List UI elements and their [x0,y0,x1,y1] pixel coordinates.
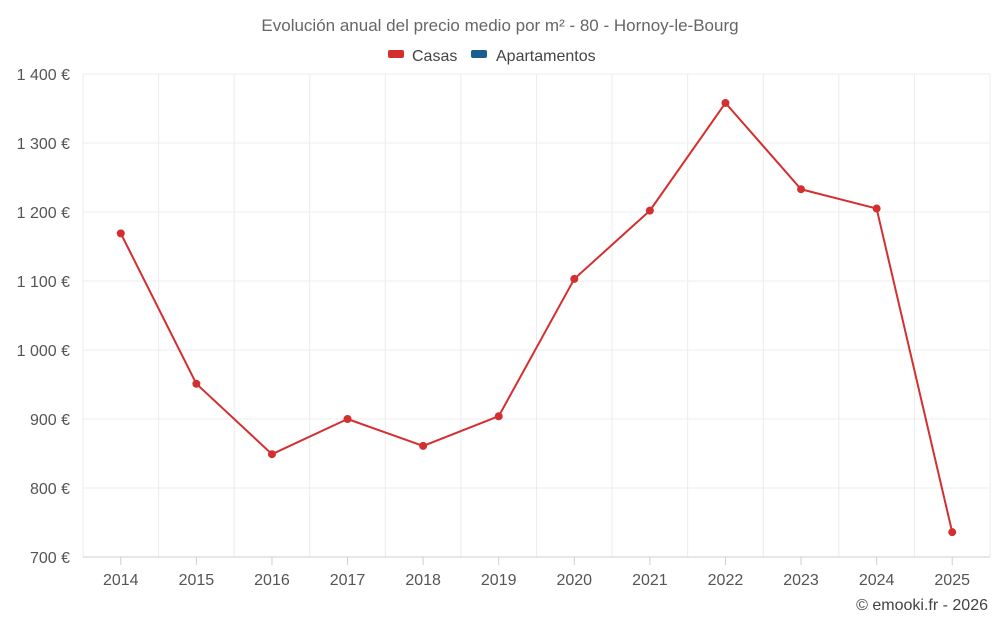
data-point-casas-2019[interactable] [494,412,503,421]
x-tick-label: 2019 [481,572,517,589]
credit-text: © emooki.fr - 2026 [856,597,988,614]
legend-swatch-casas [388,50,404,58]
data-point-casas-2025[interactable] [948,528,957,537]
x-tick-label: 2018 [405,572,441,589]
y-tick-label: 1 300 € [17,136,70,153]
data-point-casas-2018[interactable] [419,441,428,450]
x-tick-label: 2022 [708,572,744,589]
data-point-casas-2021[interactable] [645,206,654,215]
legend-swatch-apartamentos [471,50,487,58]
y-tick-label: 1 100 € [17,274,70,291]
y-tick-label: 900 € [30,412,70,429]
legend-item-apartamentos[interactable]: Apartamentos [471,48,596,65]
series-casas [116,98,957,537]
x-tick-label: 2017 [330,572,366,589]
chart-title: Evolución anual del precio medio por m² … [261,16,738,35]
y-tick-label: 1 400 € [17,67,70,84]
x-tick-label: 2020 [556,572,592,589]
data-point-casas-2016[interactable] [267,450,276,459]
y-tick-label: 1 200 € [17,205,70,222]
x-axis: 2014 2015 2016 2017 2018 2019 2020 2021 2022 2023… [103,557,970,589]
legend-label-apartamentos: Apartamentos [496,48,596,65]
legend-item-casas[interactable]: Casas [388,48,457,65]
data-point-casas-2020[interactable] [570,274,579,283]
data-point-casas-2015[interactable] [192,379,201,388]
series-line-casas [119,101,954,533]
x-tick-label: 2021 [632,572,668,589]
x-tick-label: 2024 [859,572,895,589]
y-tick-label: 1 000 € [17,343,70,360]
gridlines [82,73,991,558]
y-tick-label: 700 € [30,550,70,567]
x-tick-label: 2015 [179,572,215,589]
legend-label-casas: Casas [412,48,457,65]
data-point-casas-2024[interactable] [872,204,881,213]
y-tick-label: 800 € [30,481,70,498]
legend: Casas Apartamentos [388,48,596,65]
x-tick-label: 2016 [254,572,290,589]
x-tick-label: 2023 [783,572,819,589]
data-point-casas-2022[interactable] [721,98,730,107]
data-point-casas-2023[interactable] [797,185,806,194]
y-axis: 700 € 800 € 900 € 1 000 € 1 100 € 1 200 € 1 30… [17,67,70,567]
x-tick-label: 2025 [934,572,970,589]
x-tick-label: 2014 [103,572,139,589]
data-point-casas-2014[interactable] [116,229,125,238]
data-point-casas-2017[interactable] [343,415,352,423]
